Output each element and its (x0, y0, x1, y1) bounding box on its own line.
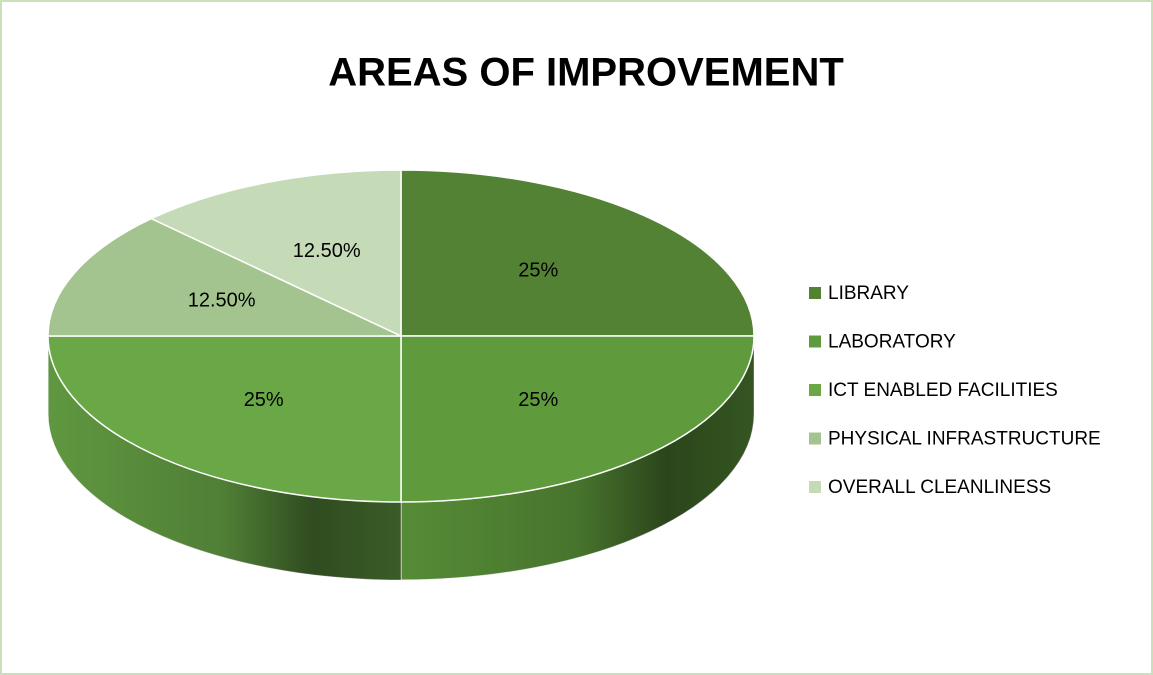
data-label: 12.50% (188, 289, 256, 311)
legend-swatch (809, 384, 821, 396)
data-label: 25% (244, 389, 284, 411)
slice (149, 169, 402, 338)
slice (47, 335, 402, 503)
legend-swatch (809, 481, 821, 493)
slice (400, 335, 755, 503)
legend-label: OVERALL CLEANLINESS (828, 477, 1051, 498)
data-label: 25% (518, 389, 558, 411)
slice-side-shade (401, 336, 754, 580)
legend-swatch (809, 287, 821, 299)
legend-swatch (809, 335, 821, 348)
slice-side-shade (48, 336, 401, 580)
data-label: 25% (518, 260, 558, 282)
slice (47, 217, 402, 337)
legend-label: ICT ENABLED FACILITIES (828, 380, 1058, 401)
legend-swatch (809, 432, 821, 445)
legend-label: PHYSICAL INFRASTRUCTURE (828, 429, 1101, 450)
legend-label: LIBRARY (828, 283, 909, 304)
slice (400, 169, 755, 337)
legend-label: LABORATORY (828, 332, 956, 353)
chart-title: AREAS OF IMPROVEMENT (328, 51, 844, 95)
data-label: 12.50% (293, 240, 361, 262)
